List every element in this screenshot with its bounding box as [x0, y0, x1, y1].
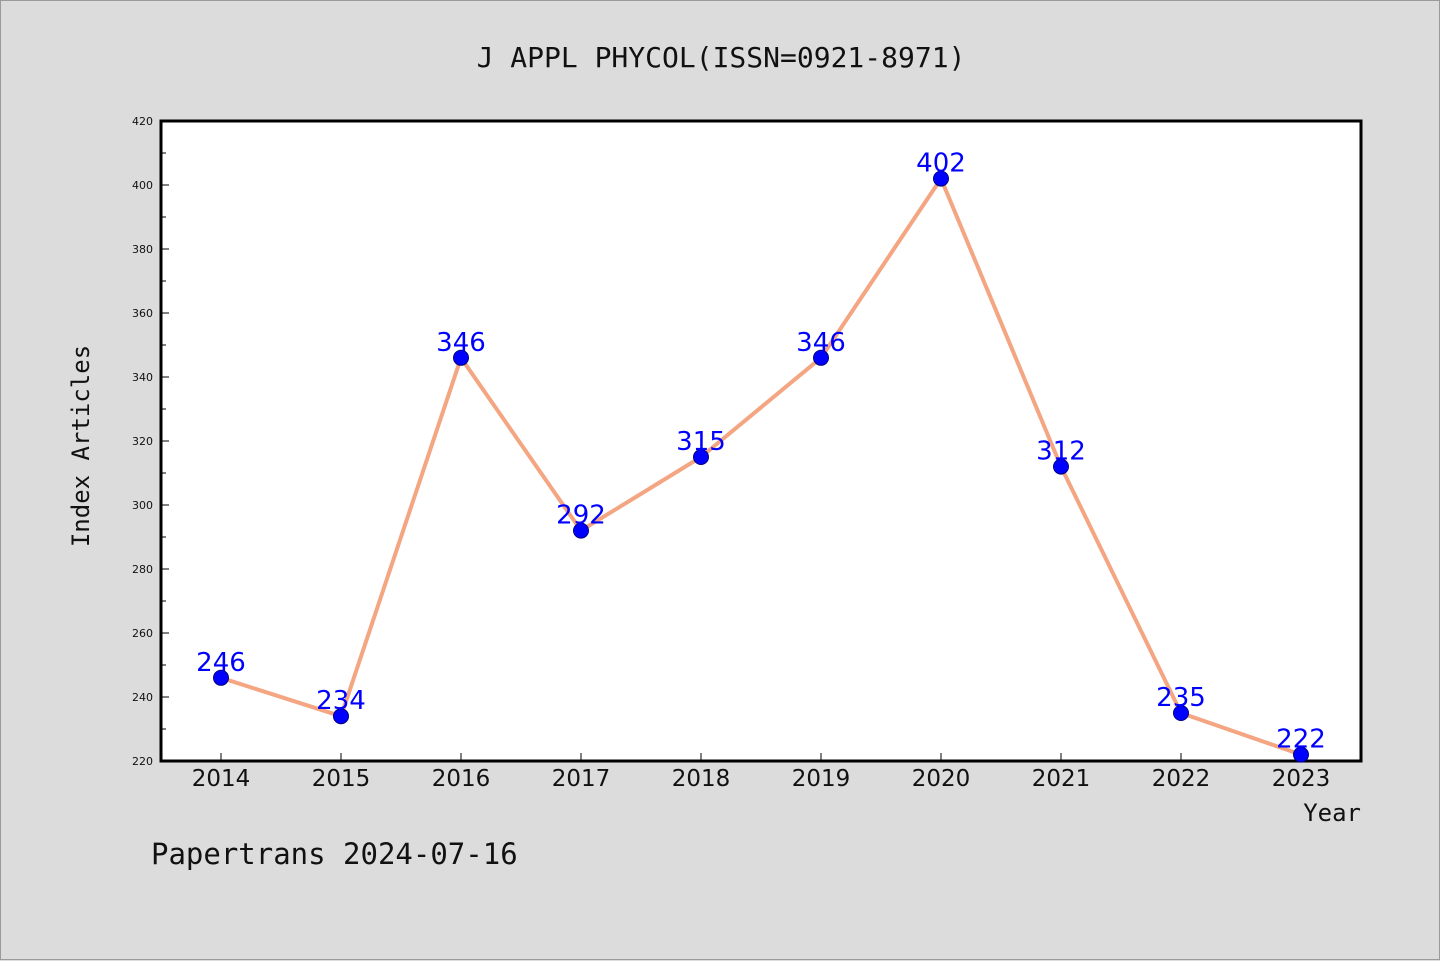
x-tick-label: 2015 [312, 766, 371, 792]
x-tick-label: 2014 [192, 766, 251, 792]
x-tick-label: 2023 [1272, 766, 1331, 792]
data-label: 346 [436, 328, 486, 358]
data-point-marker [213, 669, 229, 686]
data-label: 235 [1156, 683, 1206, 713]
y-tick-label: 300 [132, 499, 153, 512]
y-tick-label: 260 [132, 627, 153, 640]
data-point-marker [693, 449, 709, 465]
data-label: 222 [1276, 725, 1326, 755]
data-series [213, 170, 1309, 763]
x-axis-label: Year [1303, 799, 1361, 827]
x-tick-label: 2016 [432, 766, 491, 792]
data-label: 234 [316, 686, 366, 716]
y-tick-label: 320 [132, 435, 153, 448]
data-point-marker [933, 170, 949, 187]
y-tick-label: 420 [132, 115, 153, 128]
data-label: 312 [1036, 437, 1086, 467]
data-point-marker [333, 708, 349, 725]
x-tick-label: 2022 [1152, 766, 1211, 792]
data-label: 315 [676, 427, 726, 457]
y-tick-label: 360 [132, 307, 153, 320]
y-tick-label: 400 [132, 179, 153, 192]
data-label: 246 [196, 648, 246, 678]
series-line [219, 176, 1303, 757]
data-point-marker [1053, 458, 1069, 475]
data-point-marker [453, 349, 469, 366]
y-tick-label: 240 [132, 691, 153, 704]
y-tick-label: 280 [132, 563, 153, 576]
x-tick-label: 2020 [912, 766, 971, 792]
y-axis-label: Index Articles [67, 345, 95, 547]
data-label: 292 [556, 501, 606, 531]
y-axis: 220 240 260 280 300 320 340 360 380 400 420 [132, 115, 169, 768]
y-tick-label: 220 [132, 755, 153, 768]
x-tick-label: 2018 [672, 766, 731, 792]
x-axis: 2014 2015 2016 2017 2018 2019 2020 2021 2022 2023 [192, 753, 1331, 792]
y-tick-label: 380 [132, 243, 153, 256]
chart-title: J APPL PHYCOL(ISSN=0921-8971) [477, 41, 966, 74]
x-tick-label: 2019 [792, 766, 851, 792]
data-point-marker [1293, 746, 1309, 763]
x-tick-label: 2021 [1032, 766, 1091, 792]
plot-area [159, 119, 1363, 763]
x-tick-label: 2017 [552, 766, 611, 792]
data-labels: 246 234 346 292 315 346 402 312 235 222 [196, 149, 1326, 755]
data-point-marker [1173, 705, 1189, 721]
data-point-marker [573, 522, 589, 539]
y-tick-label: 340 [132, 371, 153, 384]
data-label: 402 [916, 149, 966, 179]
data-point-marker [813, 349, 829, 366]
footer-date-stamp: Papertrans 2024-07-16 [151, 837, 518, 871]
data-label: 346 [796, 328, 846, 358]
